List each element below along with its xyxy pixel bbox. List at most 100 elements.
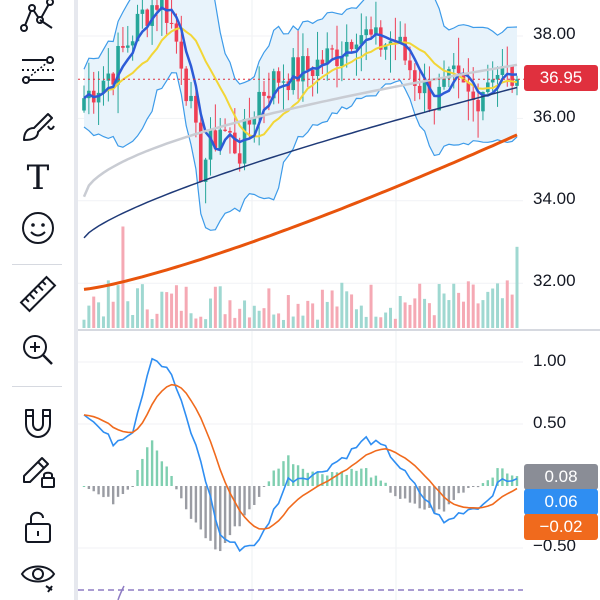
candle-body [145, 9, 150, 26]
volume-bar [384, 312, 388, 328]
candle-body [96, 92, 101, 103]
candle-body [305, 56, 310, 71]
volume-bar [389, 307, 393, 328]
macd-histogram-bar [82, 486, 86, 487]
macd-histogram-bar [277, 468, 280, 486]
eye-icon [20, 565, 56, 593]
macd-histogram-bar [428, 486, 431, 508]
candle-body [369, 29, 373, 35]
current-price-tag: 36.95 [524, 65, 598, 91]
volume-bar [359, 305, 363, 328]
magnet-tool-button[interactable] [14, 400, 62, 444]
volume-bar [442, 293, 446, 328]
volume-bar [491, 288, 495, 328]
macd-histogram-bar [515, 476, 519, 486]
volume-bar [140, 284, 144, 328]
macd-histogram-bar [253, 486, 256, 505]
text-tool-button[interactable]: T [14, 156, 62, 200]
macd-histogram-bar [243, 486, 246, 516]
candle-body [422, 80, 427, 94]
visibility-tool-button[interactable] [14, 554, 62, 598]
macd-histogram-bar [486, 480, 490, 486]
macd-histogram-bar [467, 486, 470, 488]
candle-body [189, 95, 193, 102]
candle-body [325, 48, 330, 65]
volume-bar [393, 318, 397, 328]
volume-bar [150, 319, 154, 328]
macd-histogram-bar [457, 486, 460, 494]
lock-drawing-tool-button[interactable] [14, 450, 62, 494]
volume-bar [233, 317, 237, 328]
volume-bar [272, 314, 276, 328]
candle-body [310, 70, 315, 77]
macd-histogram-bar [408, 486, 412, 503]
volume-bar [131, 314, 135, 328]
chart-area[interactable]: 38.00 36.00 34.00 32.00 36.95 1.00 0.50 … [78, 0, 600, 600]
ma-blue-line [83, 6, 518, 152]
volume-bar [447, 300, 451, 328]
candle-body [101, 80, 106, 93]
pattern-tool-button[interactable] [14, 0, 62, 38]
macd-histogram-bar [257, 486, 261, 497]
macd-histogram-bar [136, 469, 139, 486]
lock-all-tool-button[interactable] [14, 504, 62, 548]
volume-bar [286, 295, 290, 328]
macd-value-tag: 0.06 [524, 489, 598, 515]
macd-histogram-bar [121, 486, 125, 495]
candle-body [456, 65, 461, 74]
macd-histogram-bar [126, 486, 129, 490]
histogram-value-tag: 0.08 [524, 464, 598, 490]
volume-bar [247, 317, 251, 328]
volume-bar [257, 310, 261, 328]
volume-bar [252, 305, 256, 328]
volume-bar [481, 300, 485, 328]
macd-histogram-bar [248, 486, 251, 510]
candle-body [437, 86, 441, 111]
macd-histogram-bar [141, 458, 144, 486]
candle-body [301, 56, 305, 82]
ruler-icon [19, 275, 57, 313]
candle-body [174, 23, 179, 42]
candle-body [471, 91, 476, 100]
macd-histogram-bar [107, 486, 110, 497]
candle-body [150, 5, 154, 26]
candle-body [320, 59, 325, 65]
macd-histogram-bar [423, 486, 426, 510]
candle-body [515, 79, 519, 86]
macd-histogram-bar [292, 464, 295, 486]
candle-body [398, 36, 403, 43]
ruler-tool-button[interactable] [14, 272, 62, 316]
candle-body [184, 68, 188, 102]
volume-bar [111, 301, 115, 328]
candle-body [155, 5, 159, 10]
candle-body [349, 41, 354, 50]
volume-bar [223, 314, 227, 328]
volume-bar [281, 319, 285, 328]
macd-histogram-bar [355, 470, 358, 486]
macd-histogram-bar [287, 455, 290, 486]
macd-histogram-bar [301, 468, 305, 486]
candle-body [340, 56, 344, 66]
brush-tool-button[interactable] [14, 104, 62, 148]
macd-histogram-bar [316, 471, 319, 486]
volume-bar [82, 319, 86, 328]
brush-icon [23, 113, 55, 141]
candle-body [267, 95, 271, 99]
emoji-tool-button[interactable] [14, 206, 62, 250]
candle-body [364, 29, 368, 36]
zoom-tool-button[interactable] [14, 328, 62, 372]
macd-histogram-bar [389, 486, 392, 493]
volume-bar [92, 296, 96, 328]
volume-bar [194, 318, 198, 328]
macd-histogram-bar [437, 486, 441, 510]
volume-bar [335, 306, 339, 328]
volume-bar [340, 282, 344, 328]
volume-bar [126, 301, 130, 328]
macd-histogram-bar [204, 486, 207, 539]
chart-canvas[interactable] [78, 0, 600, 600]
volume-bar [145, 309, 149, 328]
macd-histogram-bar [131, 486, 134, 487]
macd-line [83, 357, 518, 553]
fib-tool-button[interactable] [14, 48, 62, 92]
volume-bar [496, 283, 500, 328]
